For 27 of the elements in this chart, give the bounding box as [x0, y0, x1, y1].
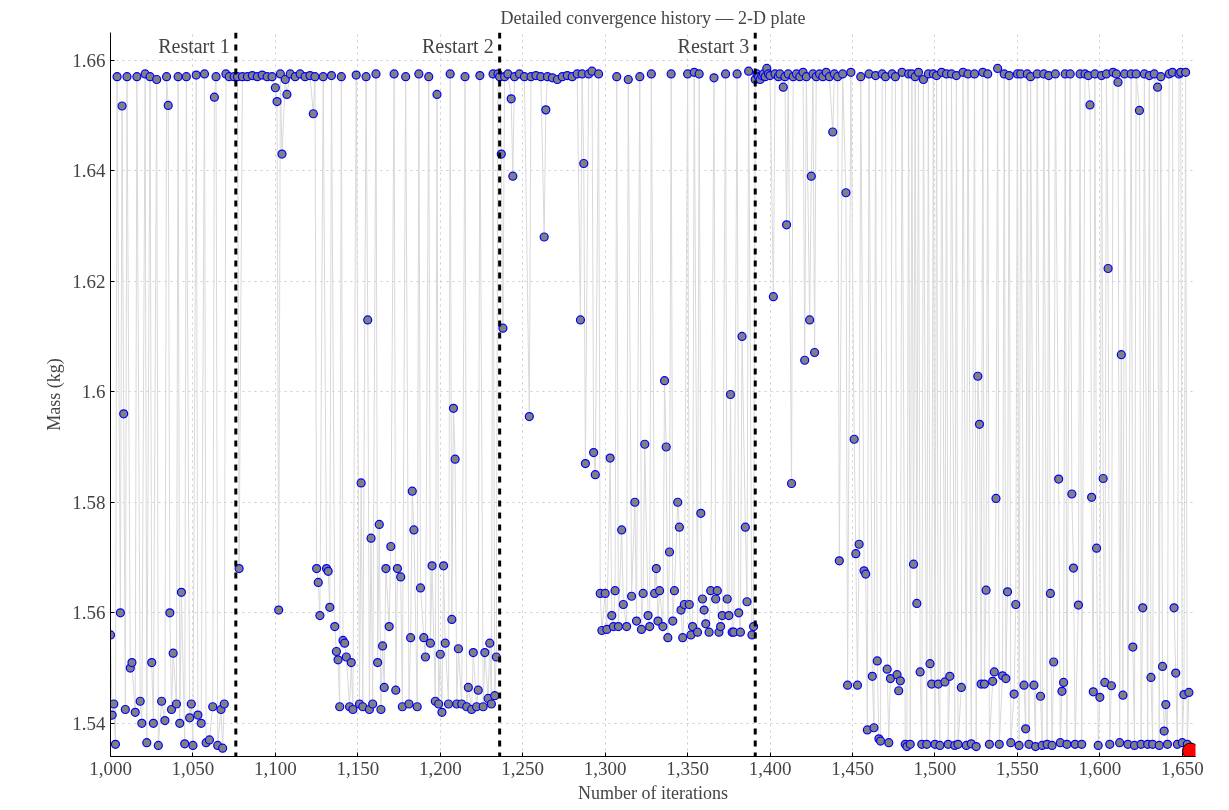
x-tick-label: 1,650 [1160, 757, 1204, 779]
y-tick-label: 1.6 [81, 381, 106, 403]
ref-line-label: Restart 2 [422, 34, 494, 57]
x-tick-label: 1,500 [913, 757, 957, 779]
ref-line-label: Restart 3 [677, 34, 750, 57]
x-tick-label: 1,400 [748, 757, 792, 779]
x-tick-label: 1,250 [501, 757, 545, 779]
y-axis-title: Mass (kg) [44, 358, 66, 431]
x-tick-label: 1,050 [171, 757, 215, 779]
y-tick-label: 1.56 [72, 602, 106, 624]
y-tick-label: 1.62 [72, 270, 106, 292]
x-tick-label: 1,300 [583, 757, 627, 779]
x-tick-label: 1,600 [1078, 757, 1122, 779]
x-tick-label: 1,350 [666, 757, 709, 779]
chart-title: Detailed convergence history — 2-D plate [500, 7, 806, 28]
x-tick-label: 1,000 [89, 757, 132, 779]
y-tick-label: 1.58 [72, 491, 106, 513]
x-tick-label: 1,550 [996, 757, 1039, 779]
y-tick-label: 1.66 [72, 49, 106, 71]
ref-line-label: Restart 1 [158, 34, 230, 57]
x-tick-label: 1,100 [254, 757, 297, 779]
x-tick-label: 1,150 [336, 757, 380, 779]
y-tick-label: 1.54 [72, 712, 106, 734]
x-tick-label: 1,200 [418, 757, 462, 779]
x-axis-title: Number of iterations [578, 782, 728, 803]
x-tick-label: 1,450 [831, 757, 874, 779]
y-tick-label: 1.64 [72, 160, 106, 182]
